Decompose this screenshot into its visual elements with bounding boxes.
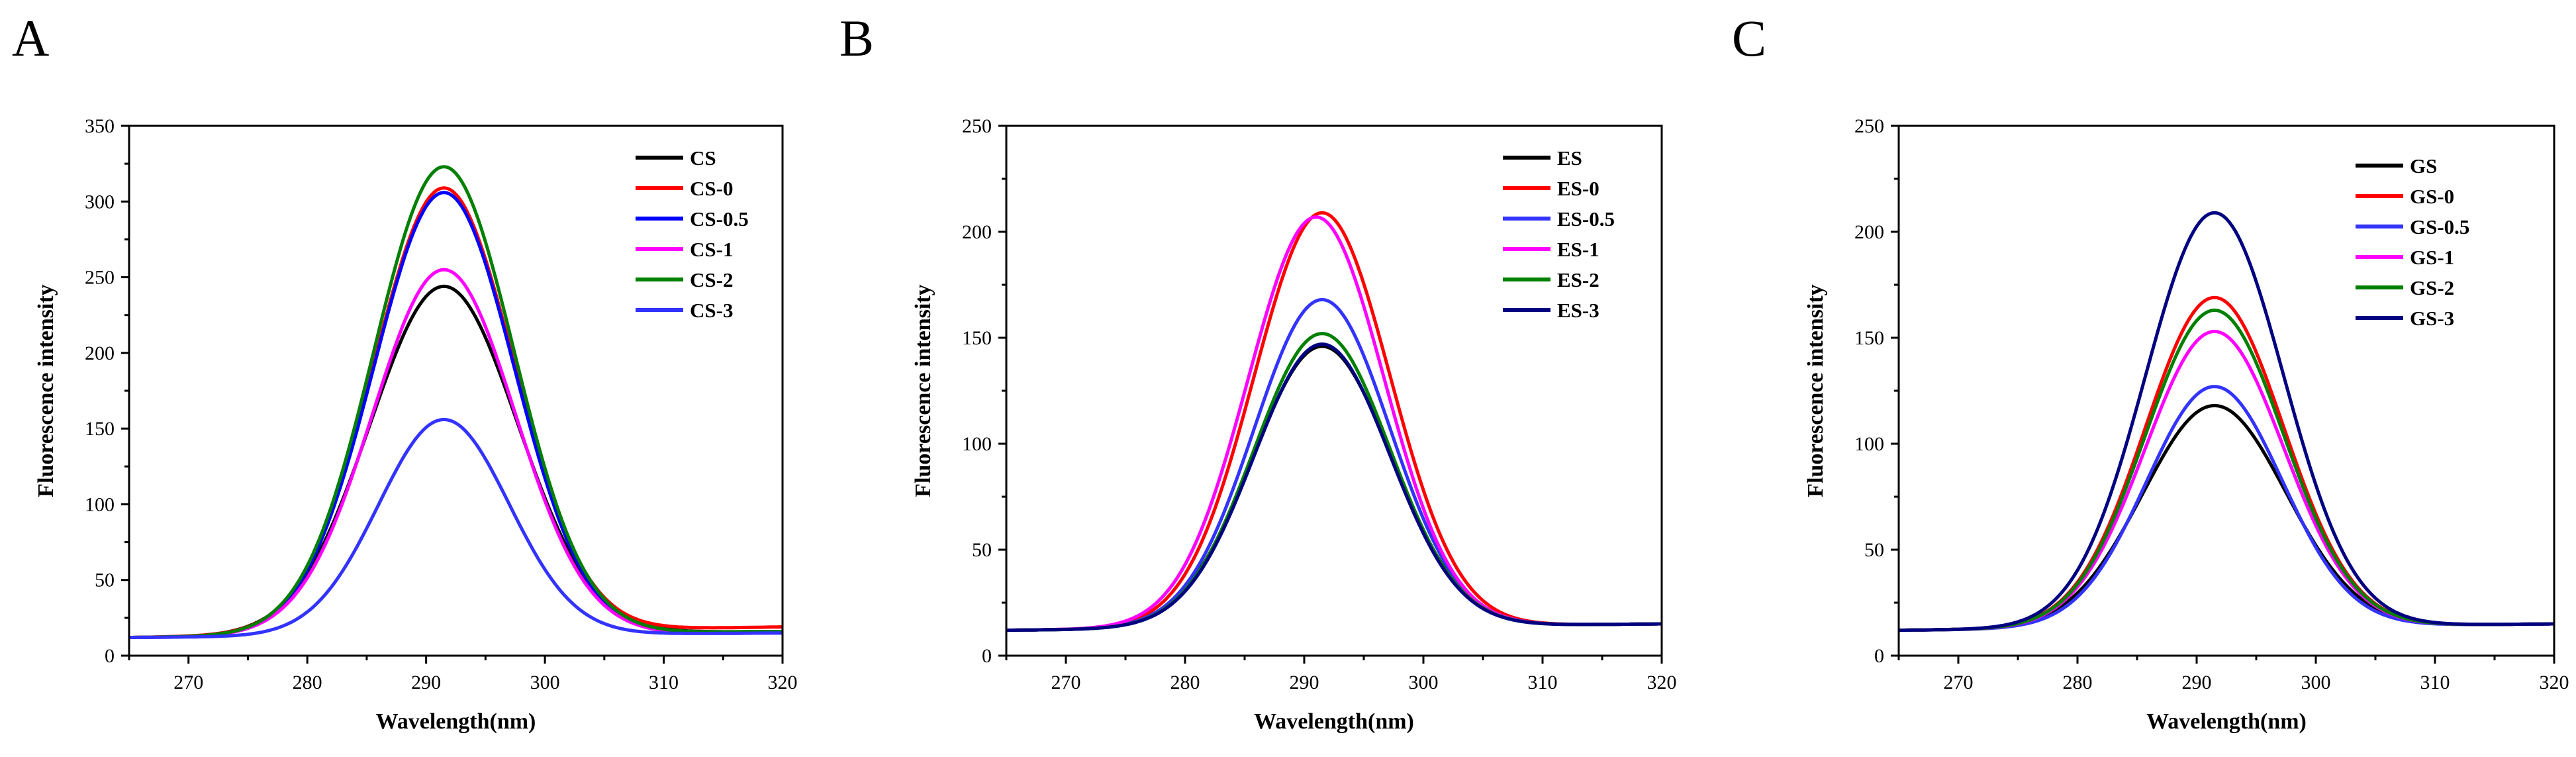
panel-b-x-tick-label: 300 xyxy=(1409,672,1439,693)
panel-b: B 270 280 290 300 310 320 0 50 100 150 200 250 Wavel… xyxy=(839,9,1677,734)
panel-c-y-tick-label: 50 xyxy=(1864,539,1884,561)
panel-b-x-tick-label: 270 xyxy=(1051,672,1081,693)
panel-c-legend-label: GS-3 xyxy=(2410,307,2454,330)
panel-a-series-cs-3 xyxy=(129,417,783,640)
panel-c: C 270 280 290 300 310 320 0 50 100 150 200 250 Wavel… xyxy=(1732,9,2569,734)
panel-c-x-axis-title: Wavelength(nm) xyxy=(2146,709,2307,734)
panel-c-legend-label: GS-0.5 xyxy=(2410,215,2469,238)
panel-b-y-tick-label: 200 xyxy=(962,221,992,243)
panel-a-x-tick-label: 300 xyxy=(530,672,560,693)
panel-b-legend-label: ES-0.5 xyxy=(1557,207,1615,230)
panel-a-x-tick-label: 270 xyxy=(173,672,203,693)
panel-b-legend-label: ES-1 xyxy=(1557,238,1599,261)
panel-a-y-tick-label: 100 xyxy=(85,493,115,515)
panel-c-y-axis-title: Fluorescence intensity xyxy=(1803,284,1828,497)
panel-a-x-tick-label: 310 xyxy=(649,672,679,693)
panel-a-series-cs-2 xyxy=(129,165,783,639)
panel-a-legend-label: CS xyxy=(690,146,716,170)
panel-c-y-tick-label: 100 xyxy=(1854,433,1884,455)
panel-b-x-tick-label: 310 xyxy=(1528,672,1558,693)
panel-a-x-tick-label: 320 xyxy=(768,672,798,693)
panel-label-c: C xyxy=(1732,9,1766,67)
panel-c-y-tick-label: 150 xyxy=(1854,327,1884,349)
panel-c-legend-label: GS-0 xyxy=(2410,185,2454,208)
panel-c-plot-area xyxy=(1899,211,2554,632)
panel-b-y-tick-label: 250 xyxy=(962,115,992,137)
panel-b-y-tick-label: 100 xyxy=(962,433,992,455)
panel-a-plot-area xyxy=(129,165,783,640)
panel-a-y-tick-label: 350 xyxy=(85,115,115,137)
panel-a-y-axis-title: Fluorescence intensity xyxy=(34,284,58,497)
panel-b-y-tick-label: 0 xyxy=(982,645,992,667)
panel-c-x-tick-label: 290 xyxy=(2182,672,2212,693)
panel-c-x-tick-label: 320 xyxy=(2540,672,2569,693)
panel-a-y-tick-label: 50 xyxy=(95,570,115,591)
panel-b-plot-area xyxy=(1006,211,1662,632)
panel-a-x-tick-label: 290 xyxy=(411,672,441,693)
panel-c-y-tick-label: 200 xyxy=(1854,221,1884,243)
panel-c-x-tick-label: 310 xyxy=(2420,672,2450,693)
panel-a-legend-label: CS-3 xyxy=(690,299,733,322)
panel-a-x-tick-label: 280 xyxy=(293,672,322,693)
panel-b-legend-label: ES-3 xyxy=(1557,299,1599,322)
panel-b-legend-label: ES-0 xyxy=(1557,177,1599,200)
panel-b-x-tick-label: 290 xyxy=(1290,672,1319,693)
panel-a-y-tick-label: 300 xyxy=(85,191,115,213)
panel-c-legend-label: GS-2 xyxy=(2410,276,2454,299)
panel-b-y-axis-title: Fluorescence intensity xyxy=(911,284,935,497)
panel-a-legend-label: CS-0.5 xyxy=(690,207,749,230)
panel-b-legend-label: ES-2 xyxy=(1557,268,1599,291)
panel-a-y-tick-label: 200 xyxy=(85,342,115,364)
panel-c-y-tick-label: 0 xyxy=(1874,645,1884,667)
panel-a-legend-label: CS-0 xyxy=(690,177,733,200)
panel-b-y-tick-label: 150 xyxy=(962,327,992,349)
panel-b-legend: ES ES-0 ES-0.5 ES-1 ES-2 ES-3 xyxy=(1503,146,1615,322)
panel-a-legend: CS CS-0 CS-0.5 CS-1 CS-2 CS-3 xyxy=(636,146,749,322)
panel-c-x-tick-label: 270 xyxy=(1944,672,1974,693)
panel-b-x-tick-label: 280 xyxy=(1170,672,1200,693)
panel-label-a: A xyxy=(12,9,49,67)
panel-a-y-tick-label: 0 xyxy=(105,645,115,667)
panel-c-legend-label: GS-1 xyxy=(2410,246,2454,269)
panel-c-x-tick-label: 280 xyxy=(2063,672,2093,693)
panel-c-legend: GS GS-0 GS-0.5 GS-1 GS-2 GS-3 xyxy=(2356,154,2469,330)
panel-c-series-gs-3 xyxy=(1899,211,2554,632)
panel-a-y-tick-label: 150 xyxy=(85,418,115,440)
panel-b-y-tick-label: 50 xyxy=(972,539,992,561)
panel-a-legend-label: CS-1 xyxy=(690,238,733,261)
panel-a-x-axis-title: Wavelength(nm) xyxy=(376,709,536,734)
panel-b-x-tick-label: 320 xyxy=(1647,672,1677,693)
panel-c-x-tick-label: 300 xyxy=(2301,672,2331,693)
panel-b-x-axis-title: Wavelength(nm) xyxy=(1254,709,1414,734)
panel-c-y-tick-label: 250 xyxy=(1854,115,1884,137)
panel-a-y-tick-label: 250 xyxy=(85,267,115,289)
panel-a: A 270 280 290 300 310 320 0 50 100 150 200 250 300 35… xyxy=(12,9,798,734)
panel-b-legend-label: ES xyxy=(1557,146,1582,170)
panel-b-series-es-3 xyxy=(1006,342,1662,632)
panel-c-legend-label: GS xyxy=(2410,154,2437,177)
panel-label-b: B xyxy=(839,9,874,67)
panel-a-legend-label: CS-2 xyxy=(690,268,733,291)
